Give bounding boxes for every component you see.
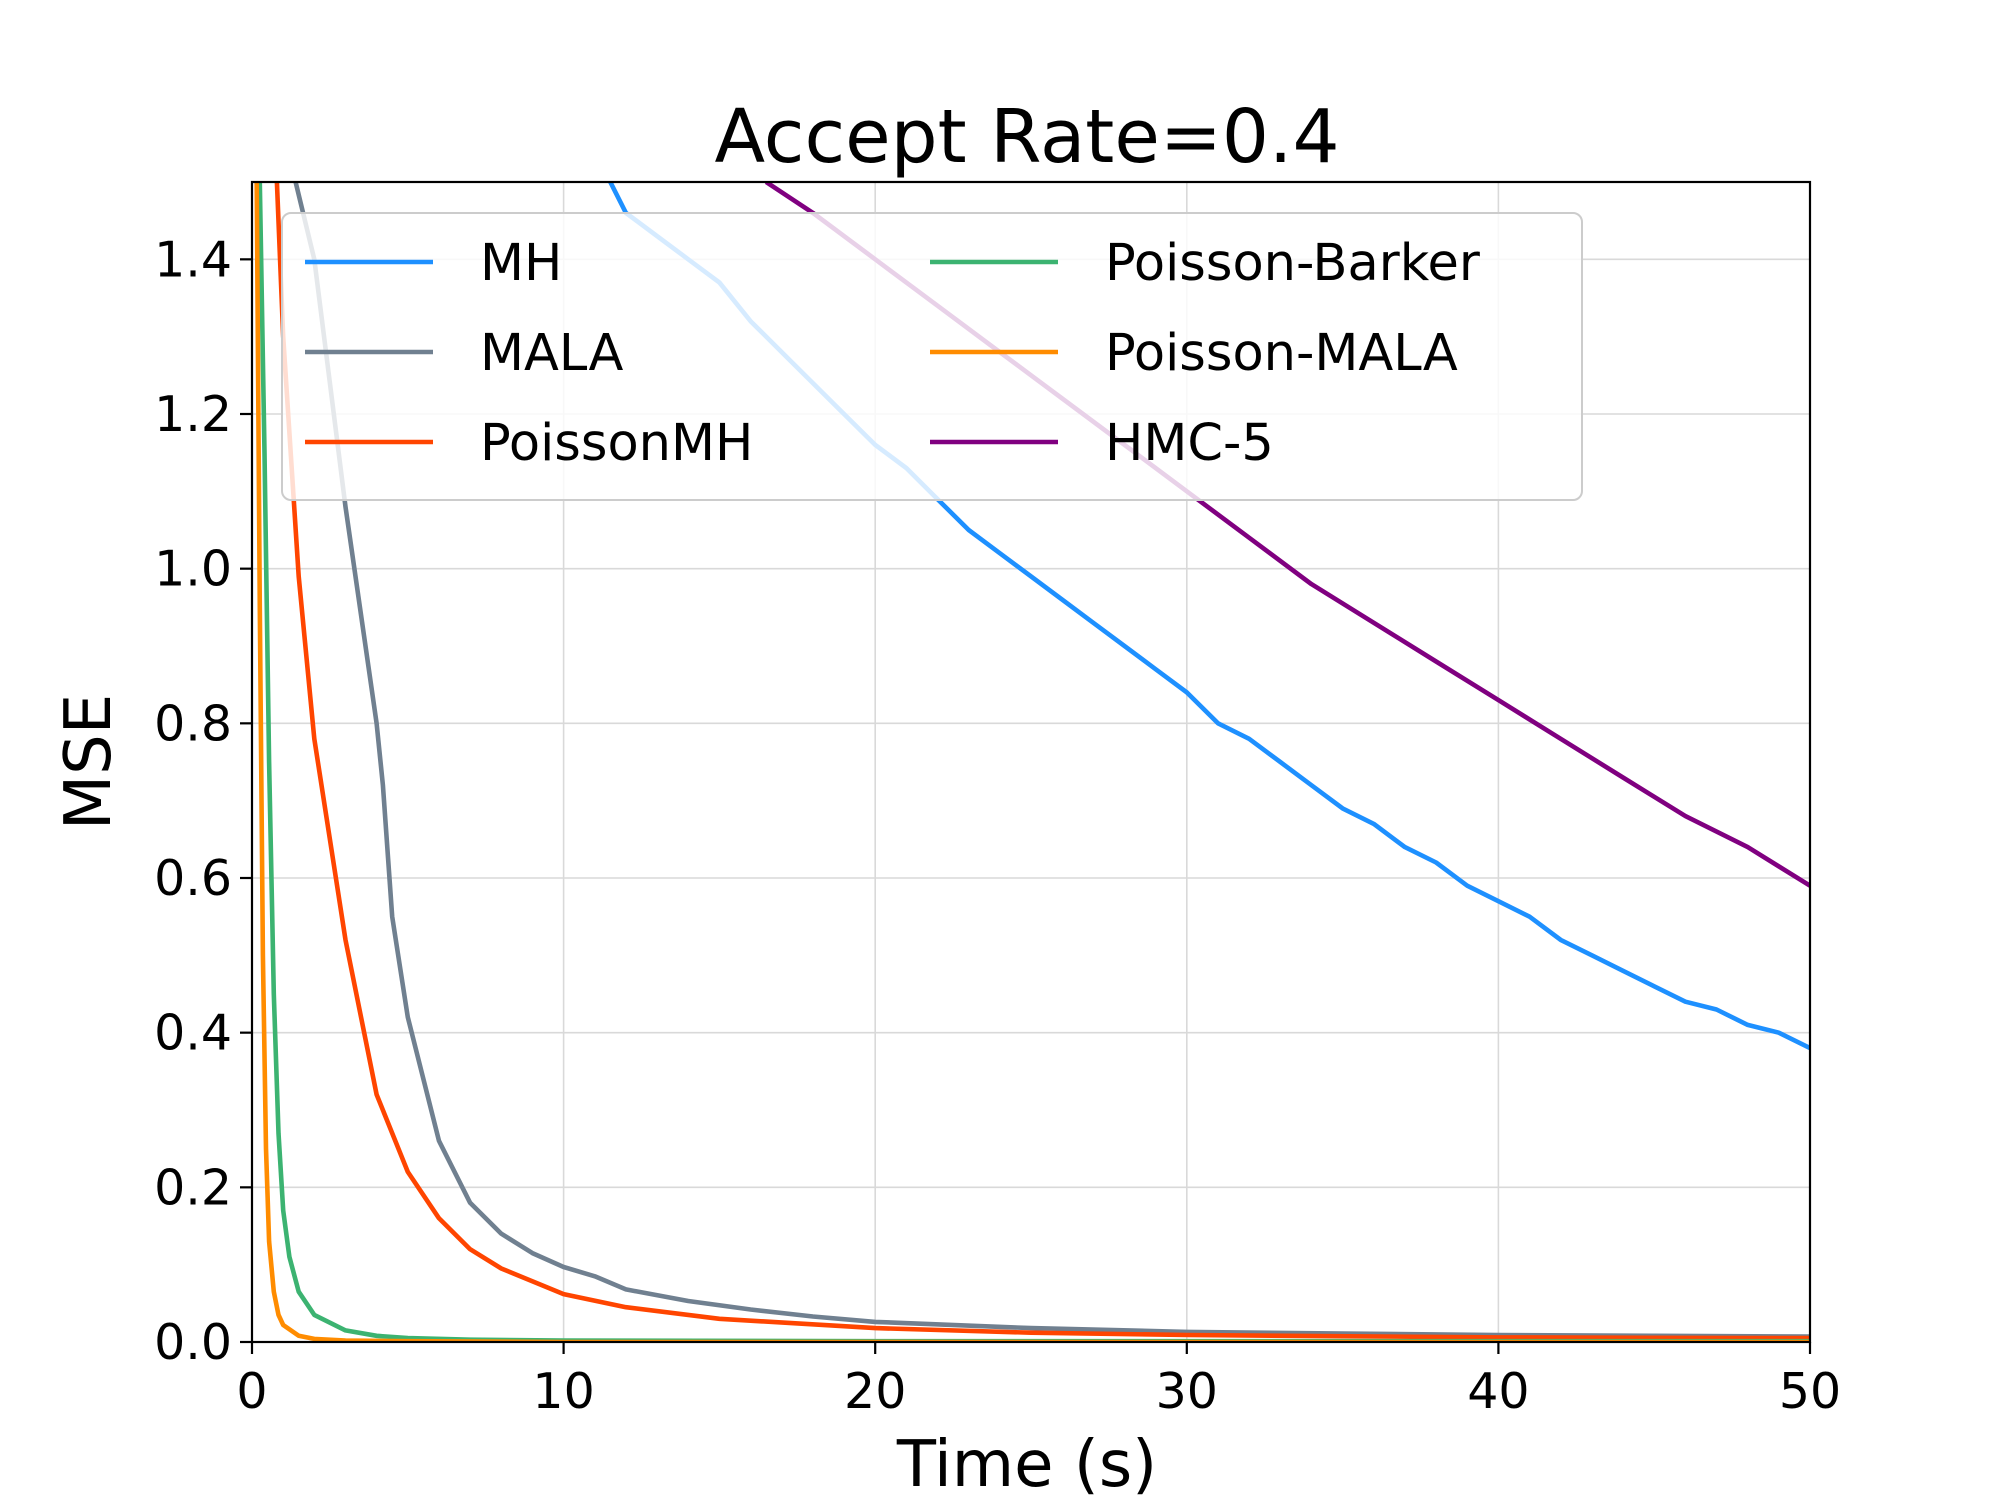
y-tick-label: 1.4: [154, 231, 232, 288]
plot-frame: [250, 180, 1812, 1344]
legend-label-mala: MALA: [480, 324, 623, 383]
y-tick-label: 1.0: [154, 541, 232, 598]
y-tick-label: 0.6: [154, 850, 232, 907]
series-line-poisson-mala: [254, 182, 1810, 1342]
legend: MH MALA PoissonMH Poisson-Barker Poisson-MAL…: [281, 212, 1583, 501]
y-tick-label: 0.0: [154, 1314, 232, 1371]
x-tick-label: 20: [844, 1363, 906, 1420]
y-axis-label: MSE: [52, 694, 126, 830]
legend-label-hmc-5: HMC-5: [1105, 414, 1274, 473]
legend-label-poisson-barker: Poisson-Barker: [1105, 234, 1480, 293]
x-tick-label: 30: [1156, 1363, 1218, 1420]
series-line-poissonmh: [274, 182, 1810, 1341]
x-tick-label: 50: [1779, 1363, 1841, 1420]
y-tick-label: 1.2: [154, 386, 232, 443]
x-tick-label: 40: [1467, 1363, 1529, 1420]
x-tick-label: 0: [236, 1363, 267, 1420]
chart-title: Accept Rate=0.4: [714, 94, 1339, 180]
x-tick-label: 10: [532, 1363, 594, 1420]
axis-ticks: 0 10 20 30 40 50 0.0 0.2 0.4 0.6 0.8 1.0 1.2 1.4: [154, 231, 1841, 1420]
y-tick-label: 0.8: [154, 695, 232, 752]
y-tick-label: 0.4: [154, 1005, 232, 1062]
y-tick-label: 0.2: [154, 1159, 232, 1216]
x-axis-label: Time (s): [896, 1428, 1157, 1500]
series-line-mala: [293, 182, 1810, 1339]
legend-box: [281, 212, 1583, 501]
legend-label-poisson-mala: Poisson-MALA: [1105, 324, 1458, 383]
legend-label-poissonmh: PoissonMH: [480, 414, 753, 473]
legend-label-mh: MH: [480, 234, 562, 293]
